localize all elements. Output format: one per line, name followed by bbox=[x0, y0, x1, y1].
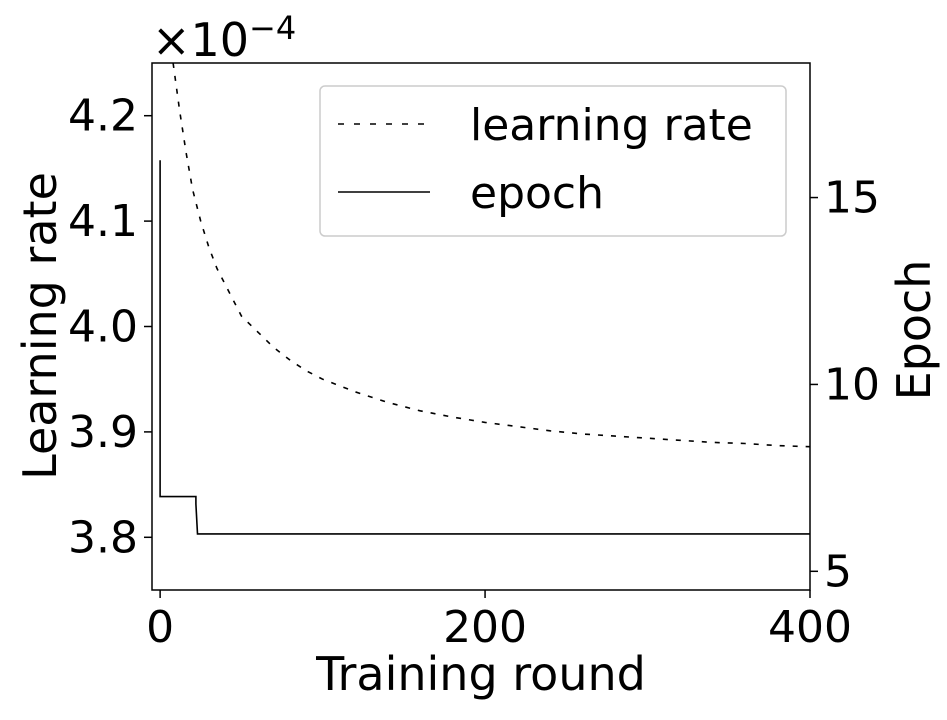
right-axis: 5 10 15 bbox=[810, 173, 880, 597]
left-tick-label: 4.1 bbox=[68, 196, 138, 247]
bottom-tick-label: 0 bbox=[146, 602, 174, 653]
left-tick-label: 3.8 bbox=[68, 512, 138, 563]
legend-label-epoch: epoch bbox=[470, 168, 604, 219]
series-line-epoch bbox=[159, 160, 810, 535]
x-axis-title: Training round bbox=[315, 647, 646, 701]
multiplier-exponent: −4 bbox=[249, 9, 296, 47]
right-tick-label: 5 bbox=[824, 546, 852, 597]
legend-label-learning-rate: learning rate bbox=[470, 100, 753, 151]
plot-area bbox=[159, 63, 810, 535]
legend: learning rate epoch bbox=[319, 85, 787, 237]
bottom-axis: 0 200 400 bbox=[146, 590, 852, 653]
bottom-tick-label: 200 bbox=[443, 602, 527, 653]
left-tick-label: 4.0 bbox=[68, 302, 138, 353]
left-axis: 3.8 3.9 4.0 4.1 4.2 bbox=[68, 91, 152, 563]
multiplier-base: ×10 bbox=[152, 13, 249, 67]
left-tick-label: 3.9 bbox=[68, 407, 138, 458]
right-tick-label: 15 bbox=[824, 173, 880, 224]
legend-box bbox=[319, 85, 787, 237]
left-axis-title: Learning rate bbox=[13, 172, 67, 480]
left-tick-label: 4.2 bbox=[68, 91, 138, 142]
right-axis-title: Epoch bbox=[887, 260, 941, 401]
right-tick-label: 10 bbox=[824, 359, 880, 410]
bottom-tick-label: 400 bbox=[768, 602, 852, 653]
